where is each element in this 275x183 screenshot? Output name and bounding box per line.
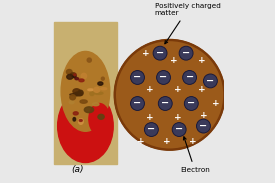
Ellipse shape [92,103,99,106]
Text: Electron: Electron [180,137,210,173]
Ellipse shape [79,119,82,122]
Ellipse shape [73,75,76,78]
Ellipse shape [61,51,110,131]
Ellipse shape [87,58,91,62]
Circle shape [131,97,144,111]
Ellipse shape [73,117,76,121]
Circle shape [172,123,186,137]
Text: +: + [198,56,205,65]
Text: −: − [186,72,194,82]
Text: +: + [174,85,181,94]
Circle shape [156,70,170,84]
Ellipse shape [75,78,79,80]
Circle shape [115,40,224,150]
Text: +: + [189,137,197,146]
Text: Positively charged
matter: Positively charged matter [155,3,221,44]
Text: −: − [160,72,167,82]
Ellipse shape [98,114,104,119]
Text: −: − [187,98,195,108]
Circle shape [179,46,193,60]
Ellipse shape [88,89,93,91]
Ellipse shape [67,70,72,74]
Circle shape [131,70,144,84]
Text: −: − [161,98,169,108]
Text: +: + [170,56,178,65]
Text: +: + [198,85,205,94]
Circle shape [204,74,217,88]
Ellipse shape [73,89,80,94]
Ellipse shape [70,73,76,76]
Circle shape [184,97,198,111]
Text: +: + [137,137,145,146]
Ellipse shape [70,95,76,100]
Text: +: + [174,113,181,122]
Ellipse shape [90,92,94,96]
Text: −: − [182,48,190,58]
Text: −: − [147,124,155,134]
Ellipse shape [69,101,74,104]
Ellipse shape [98,82,103,85]
Text: −: − [175,124,183,134]
Ellipse shape [74,74,76,76]
Ellipse shape [101,77,104,80]
Text: +: + [200,111,207,120]
Ellipse shape [74,92,82,96]
Circle shape [197,119,210,133]
Ellipse shape [73,112,78,115]
Text: −: − [199,121,208,130]
Text: +: + [142,49,150,58]
Text: (a): (a) [72,165,84,174]
Ellipse shape [67,74,73,79]
Ellipse shape [95,92,103,94]
Ellipse shape [70,94,79,96]
Text: +: + [163,137,171,146]
Bar [54,22,117,164]
Ellipse shape [80,100,87,103]
Ellipse shape [79,79,84,82]
Ellipse shape [101,88,107,90]
Text: −: − [206,75,214,85]
Text: −: − [133,98,142,108]
Text: +: + [146,113,153,122]
Text: +: + [146,85,153,94]
Ellipse shape [81,73,87,79]
Circle shape [158,97,172,111]
Ellipse shape [79,119,83,124]
Circle shape [144,123,158,137]
Ellipse shape [58,90,113,163]
Circle shape [183,70,197,84]
Text: −: − [156,48,164,58]
Circle shape [114,39,226,151]
Circle shape [153,46,167,60]
Ellipse shape [84,107,94,113]
Ellipse shape [94,87,100,92]
Ellipse shape [78,90,83,96]
Text: −: − [133,72,142,82]
Ellipse shape [89,104,110,135]
Text: +: + [212,99,219,108]
